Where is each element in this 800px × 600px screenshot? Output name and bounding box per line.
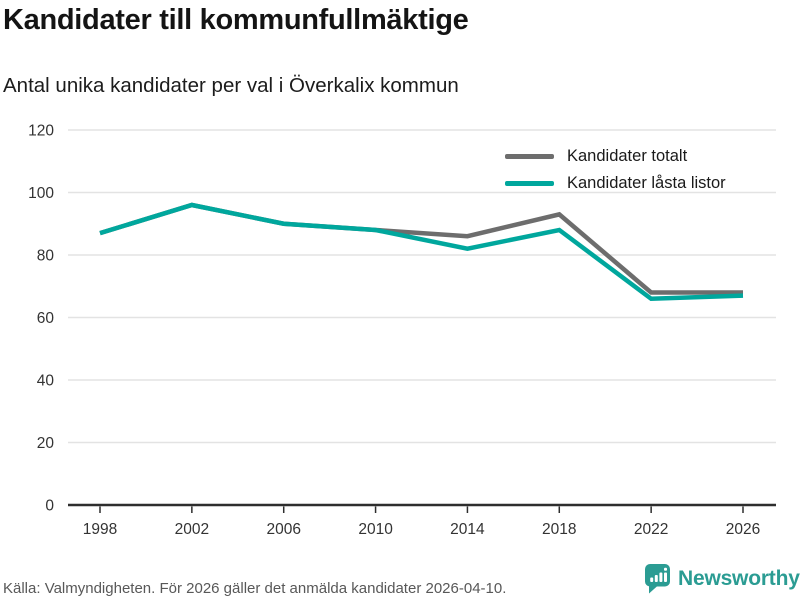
legend-swatch-locked-lists	[505, 180, 554, 187]
legend-label-total: Kandidater totalt	[567, 147, 688, 165]
x-tick-label: 2018	[542, 521, 576, 538]
chart-legend: Kandidater totalt Kandidater låsta listo…	[505, 147, 726, 193]
x-tick-label: 2010	[358, 521, 393, 538]
x-tick-label: 2014	[450, 521, 485, 538]
x-tick-label: 1998	[83, 521, 117, 538]
y-tick-label: 20	[37, 435, 55, 452]
y-tick-label: 120	[28, 123, 54, 140]
y-tick-label: 40	[37, 373, 55, 390]
x-tick-label: 2026	[726, 521, 760, 538]
source-note: Källa: Valmyndigheten. För 2026 gäller d…	[3, 580, 507, 597]
y-tick-label: 80	[37, 248, 55, 265]
series-line-kandidater-l-sta-listor	[99, 202, 744, 302]
newsworthy-brand: Newsworthy	[645, 564, 800, 594]
page-title: Kandidater till kommunfullmäktige	[3, 4, 469, 36]
legend-label-locked-lists: Kandidater låsta listor	[567, 174, 726, 192]
line-chart: 0 20 40 60 80 100 120 1998 2002 2006 2010 2014 2018 2…	[28, 123, 776, 538]
x-tick-label: 2022	[634, 521, 668, 538]
legend-swatch-total	[505, 153, 554, 160]
newsworthy-logo-icon	[645, 564, 670, 594]
y-tick-label: 0	[45, 498, 54, 515]
legend-item-locked-lists: Kandidater låsta listor	[505, 174, 726, 193]
newsworthy-wordmark: Newsworthy	[678, 567, 800, 590]
y-tick-label: 60	[37, 310, 55, 327]
series-line-kandidater-totalt	[99, 202, 743, 295]
y-tick-label: 100	[28, 185, 54, 202]
x-tick-label: 2006	[266, 521, 300, 538]
x-tick-label: 2002	[175, 521, 209, 538]
chart-subtitle: Antal unika kandidater per val i Överkal…	[3, 74, 459, 97]
legend-item-total: Kandidater totalt	[505, 147, 726, 166]
